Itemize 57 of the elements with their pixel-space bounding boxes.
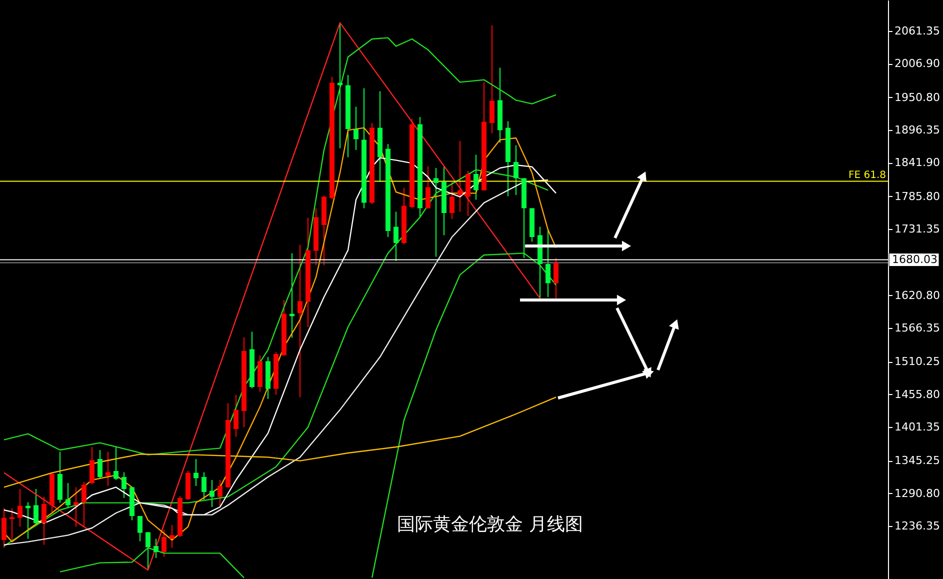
- line-series: [3, 37, 557, 456]
- candlestick: [354, 106, 358, 150]
- candlestick: [218, 480, 222, 508]
- candlestick: [490, 24, 494, 134]
- y-tick-label: 2061.35: [894, 24, 940, 38]
- candlestick: [474, 154, 478, 200]
- candlestick: [82, 481, 86, 528]
- candlestick: [154, 538, 158, 558]
- ref-line-label: FE 61.8: [848, 170, 886, 182]
- y-tick-label: 1841.90: [894, 156, 940, 170]
- candlestick: [74, 486, 78, 528]
- candlestick: [66, 482, 70, 509]
- candlestick: [434, 168, 438, 258]
- y-tick-label: 1401.35: [894, 420, 940, 434]
- y-tick-label: 1345.25: [894, 454, 940, 468]
- candlestick: [202, 472, 206, 500]
- candlestick: [554, 258, 558, 299]
- candlestick: [426, 166, 430, 210]
- candlestick: [10, 508, 14, 540]
- y-tick-label: 1950.80: [894, 90, 940, 104]
- candlestick: [194, 458, 198, 486]
- candlestick: [114, 446, 118, 480]
- candlestick: [122, 472, 126, 498]
- candlestick: [210, 480, 214, 508]
- y-tick-label: 1620.80: [894, 288, 940, 302]
- ref-line-label: 1680.03: [892, 252, 938, 266]
- y-tick-label: 1896.35: [894, 123, 940, 136]
- candlestick: [98, 450, 102, 479]
- line-series: [3, 396, 557, 488]
- candlestick: [18, 488, 22, 528]
- y-tick-label: 1785.80: [894, 190, 940, 203]
- candlestick: [450, 181, 454, 220]
- candlestick: [394, 211, 398, 262]
- y-tick-label: 1731.35: [894, 222, 940, 236]
- y-tick-label: 1566.35: [894, 321, 940, 334]
- candlestick: [514, 144, 518, 196]
- candlestick: [466, 170, 470, 216]
- candlestick: [146, 532, 150, 570]
- line-series: [3, 22, 541, 571]
- candlestick: [162, 529, 166, 558]
- candlestick: [106, 451, 110, 486]
- candlestick: [170, 524, 174, 548]
- y-tick-label: 1455.80: [894, 388, 940, 401]
- y-tick-label: 1510.25: [894, 355, 940, 368]
- candlestick: [2, 508, 6, 548]
- y-tick-label: 2006.90: [894, 57, 940, 70]
- candlestick: [298, 244, 302, 398]
- candlestick: [546, 228, 550, 298]
- candlestick: [34, 488, 38, 524]
- text: 国际黄金伦敦金 月线图: [397, 514, 583, 535]
- y-tick-label: 1236.35: [894, 519, 940, 532]
- candlestick: [90, 446, 94, 485]
- candlestick: [138, 516, 142, 542]
- candlestick: [458, 140, 462, 212]
- candlestick: [234, 394, 238, 438]
- y-tick-label: 1290.80: [894, 486, 940, 500]
- candlestick: [42, 496, 46, 546]
